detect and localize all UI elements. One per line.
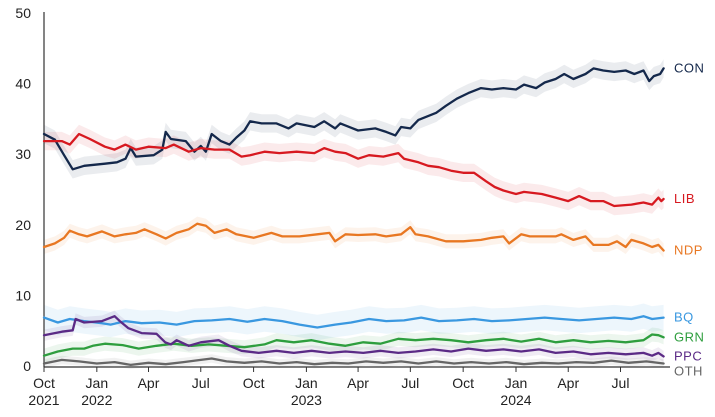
x-tick-label: Jul [612,375,630,391]
y-tick-label: 50 [15,5,31,21]
y-tick-label: 30 [15,146,31,162]
lib-series-label: LIB [674,191,695,206]
x-tick-label: Oct [33,375,55,391]
ndp-series-line [42,222,665,252]
oth-series-line [42,357,665,367]
x-tick-label: Jul [192,375,210,391]
x-tick-label: Oct [452,375,474,391]
y-tick-label: 10 [15,287,31,303]
x-tick-year-label: 2021 [28,392,59,408]
x-tick-label: Apr [347,375,369,391]
x-tick-label: Jan [505,375,528,391]
x-tick-year-label: 2023 [291,392,322,408]
y-tick-label: 20 [15,217,31,233]
y-tick-label: 40 [15,76,31,92]
ppc-series-line [42,315,665,358]
x-tick-label: Jan [295,375,318,391]
grn-series-label: GRN [674,329,704,344]
lib-confidence-band [44,124,664,216]
ndp-confidence-band [44,216,664,258]
ndp-series-label: NDP [674,243,703,258]
x-tick-year-label: 2022 [81,392,112,408]
x-tick-year-label: 2024 [500,392,531,408]
x-tick-label: Apr [138,375,160,391]
series-lines [42,67,665,367]
x-tick-label: Oct [243,375,265,391]
bq-series-line [42,315,665,329]
ppc-series-label: PPC [674,348,702,363]
x-tick-label: Jul [401,375,419,391]
y-tick-label: 0 [23,358,31,374]
x-tick-label: Jan [86,375,109,391]
con-series-label: CON [674,60,704,75]
grn-series-line [42,333,665,357]
x-tick-label: Apr [557,375,579,391]
con-series-line [42,67,665,171]
lib-series-line [42,132,665,208]
oth-series-label: OTH [674,363,703,378]
bq-series-label: BQ [674,310,694,325]
